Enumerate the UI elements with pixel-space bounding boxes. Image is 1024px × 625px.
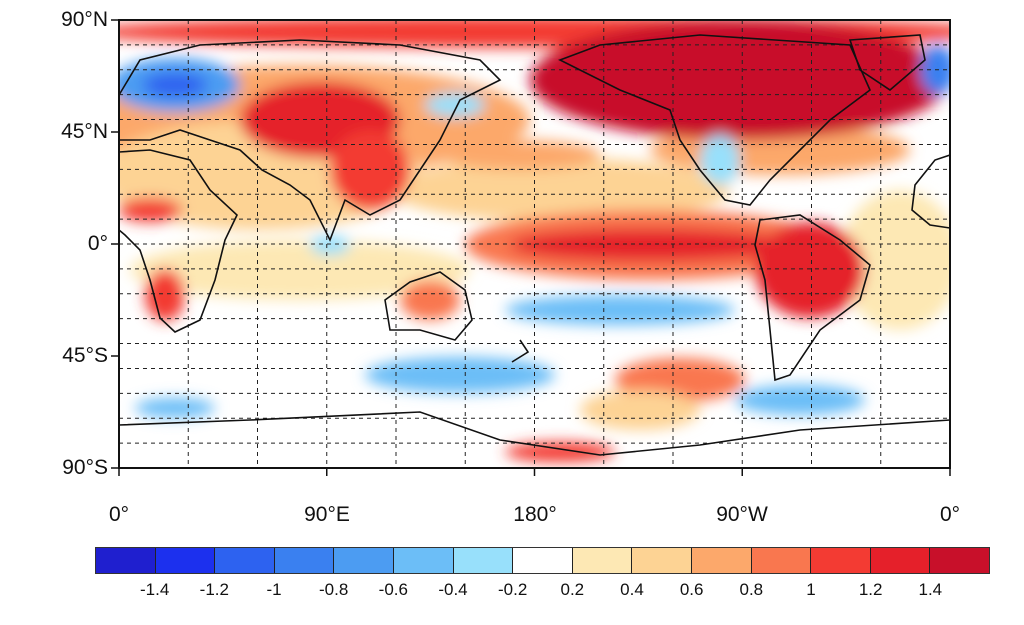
coast-australia: [384, 271, 473, 341]
colorbar-label: -1.4: [140, 580, 170, 599]
lat-label: 90°N: [61, 8, 108, 31]
anomaly-region: [505, 442, 615, 462]
lat-label: 90°S: [62, 456, 108, 479]
colorbar-label: 1.4: [918, 580, 943, 599]
colorbar-bin: [96, 548, 156, 573]
colorbar-label: 0.2: [560, 580, 585, 599]
colorbar-label: 1: [806, 580, 816, 599]
colorbar-label: -0.4: [438, 580, 468, 599]
colorbar-bin: [215, 548, 275, 573]
colorbar-bin: [334, 548, 394, 573]
anomaly-region: [365, 357, 555, 393]
anomaly-region: [130, 240, 470, 300]
coast-eurasia: [119, 39, 502, 242]
coast-south-america: [754, 214, 871, 382]
colorbar-bin: [572, 548, 633, 573]
colorbar-bin: [811, 548, 871, 573]
colorbar-label: -0.6: [378, 580, 408, 599]
coast-africa: [119, 149, 238, 333]
anomaly-region: [440, 140, 600, 170]
anomaly-region: [310, 235, 350, 255]
colorbar-label: -1.2: [199, 580, 229, 599]
colorbar-label: -0.2: [498, 580, 528, 599]
lat-label: 0°: [87, 232, 108, 255]
colorbar: [95, 547, 990, 574]
lat-label: 45°N: [61, 120, 108, 143]
lon-label: 0°: [108, 503, 130, 526]
lon-label: 0°: [939, 503, 961, 526]
anomaly-region: [840, 190, 950, 330]
anomaly-region: [400, 280, 460, 320]
anomaly-region: [145, 269, 185, 321]
anomaly-region: [330, 130, 410, 210]
colorbar-bin: [453, 548, 514, 573]
coast-antarctica: [119, 411, 950, 456]
anomaly-region: [735, 385, 865, 415]
anomaly-field: [119, 20, 950, 462]
anomaly-region: [510, 229, 790, 261]
colorbar-bin: [513, 548, 573, 573]
coast-north-america: [558, 34, 871, 206]
lon-label: 90°E: [304, 503, 350, 526]
coast-west-africa: [911, 154, 950, 229]
colorbar-label: -1: [266, 580, 282, 599]
coast-new-zealand: [511, 339, 530, 363]
coast-greenland: [848, 34, 926, 92]
anomaly-region: [580, 390, 700, 430]
anomaly-region: [530, 20, 950, 140]
anomaly-region: [143, 73, 207, 97]
colorbar-bin: [155, 548, 216, 573]
anomaly-region: [755, 222, 865, 318]
graticule: [119, 20, 950, 468]
colorbar-bin: [691, 548, 752, 573]
anomaly-region: [425, 93, 485, 117]
colorbar-bin: [751, 548, 812, 573]
anomaly-region: [135, 398, 215, 418]
colorbar-bin: [930, 548, 989, 573]
colorbar-label: 0.6: [679, 580, 704, 599]
anomaly-map: [111, 19, 951, 476]
coastlines: [119, 34, 950, 456]
lon-label: 90°W: [716, 503, 768, 526]
anomaly-region: [119, 198, 182, 222]
lon-label: 180°: [513, 503, 557, 526]
colorbar-label: 0.8: [739, 580, 764, 599]
anomaly-region: [390, 158, 730, 222]
colorbar-bin: [870, 548, 931, 573]
colorbar-bin: [632, 548, 692, 573]
lat-label: 45°S: [62, 344, 108, 367]
colorbar-label: 1.2: [858, 580, 883, 599]
colorbar-label: -0.8: [319, 580, 349, 599]
colorbar-label: 0.4: [620, 580, 644, 599]
colorbar-bin: [393, 548, 454, 573]
anomaly-region: [505, 295, 735, 325]
anomaly-region: [700, 135, 740, 185]
colorbar-bin: [274, 548, 335, 573]
